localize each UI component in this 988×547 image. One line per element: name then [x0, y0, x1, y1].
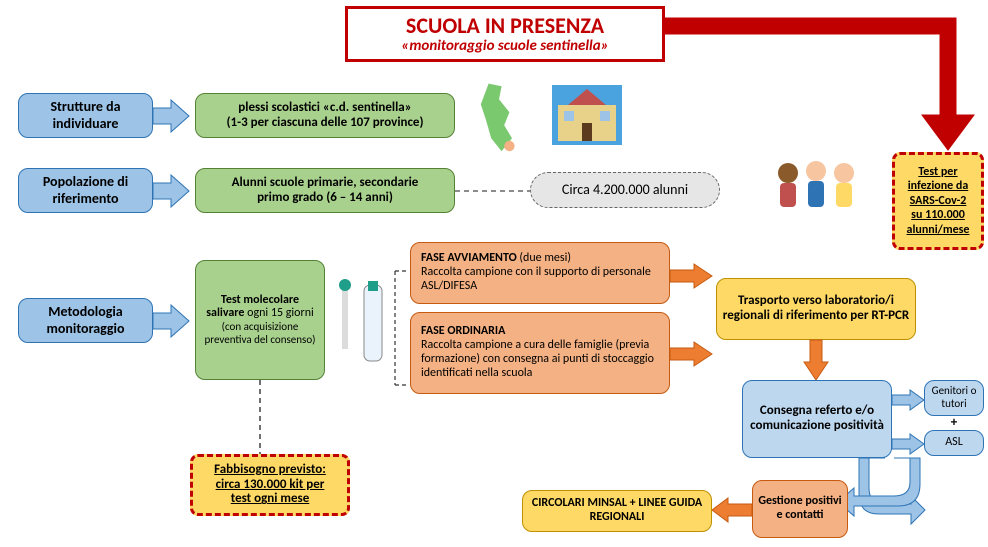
- lblue-asl-text: ASL: [945, 436, 963, 450]
- arrow-strutture: [153, 98, 193, 134]
- label-metodologia-text: Metodologia monitoraggio: [19, 304, 152, 336]
- arrow-gestione: [834, 458, 934, 516]
- arrow-consegna-gestione: [855, 458, 925, 518]
- lblue-consegna: Consegna referto e/o comunicazione posit…: [742, 380, 892, 458]
- fabbisogno-l1: Fabbisogno previsto:: [214, 463, 326, 478]
- yellow-target-test: Test per infezione da SARS-Cov-2 su 110.…: [892, 152, 984, 250]
- yellow-circolari-text: CIRCOLARI MINSAL + LINEE GUIDA REGIONALI: [527, 497, 707, 525]
- fabbisogno-l3: test ogni mese: [231, 492, 310, 507]
- green-test-l4: (con acquisizione preventiva del consens…: [202, 321, 318, 346]
- arrow-to-asl: [892, 434, 924, 454]
- children-group-icon: [768, 155, 864, 223]
- arrow-to-genitori: [892, 390, 924, 410]
- population-count-oval: Circa 4.200.000 alunni: [530, 172, 720, 208]
- fase2-title: FASE ORDINARIA: [421, 325, 505, 339]
- fase1-title-row: FASE AVVIAMENTO (due mesi): [421, 252, 571, 266]
- target-l4: su 110.000: [911, 208, 965, 222]
- lblue-genitori: Genitori o tutori: [924, 380, 984, 416]
- green-alunni: Alunni scuole primarie, secondarie primo…: [195, 168, 455, 213]
- arrow-metodologia: [153, 303, 193, 339]
- target-l1: Test per: [918, 165, 957, 179]
- title-sub: «monitoraggio scuole sentinella»: [401, 38, 608, 55]
- fase-ordinaria: FASE ORDINARIA Raccolta campione a cura …: [410, 312, 670, 394]
- lblue-genitori-text: Genitori o tutori: [925, 385, 983, 410]
- green-alunni-l2: primo grado (6 – 14 anni): [257, 191, 393, 206]
- school-building-icon: [552, 85, 622, 145]
- italy-map-icon: [468, 80, 530, 160]
- arrow-gestione-left: [712, 498, 752, 522]
- plus-sign: +: [944, 416, 964, 430]
- dash-line-fabbisogno: [258, 380, 262, 456]
- arrow-down-right-gestione: [836, 458, 936, 518]
- fabbisogno-l2: circa 130.000 kit per: [216, 478, 325, 493]
- peach-gestione: Gestione positivi e contatti: [752, 480, 848, 538]
- yellow-circolari: CIRCOLARI MINSAL + LINEE GUIDA REGIONALI: [522, 490, 712, 532]
- saliva-test-kit-icon: [330, 275, 390, 371]
- yellow-trasporto-text: Trasporto verso laboratorio/i regionali …: [721, 294, 911, 324]
- label-strutture-text: Strutture da individuare: [19, 99, 152, 131]
- label-popolazione-text: Popolazione di riferimento: [19, 174, 152, 206]
- target-l2: infezione da: [908, 179, 969, 193]
- title-main: SCUOLA IN PRESENZA: [406, 13, 604, 38]
- arrow-popolazione: [153, 173, 193, 209]
- green-plessi: plessi scolastici «c.d. sentinella» (1-3…: [195, 93, 455, 138]
- target-l5: alunni/mese: [907, 223, 970, 237]
- green-plessi-l1: plessi scolastici «c.d. sentinella»: [238, 101, 411, 116]
- green-plessi-l2: (1-3 per ciascuna delle 107 province): [226, 116, 423, 131]
- dash-line-pop: [455, 190, 535, 192]
- arrow-consegna-gestione2: [838, 458, 928, 518]
- arrow-fase2-right: [670, 342, 712, 366]
- yellow-trasporto: Trasporto verso laboratorio/i regionali …: [716, 278, 916, 340]
- green-test-l23: salivare ogni 15 giorni: [206, 307, 314, 321]
- target-l3: SARS-Cov-2: [910, 194, 967, 208]
- fase-avviamento: FASE AVVIAMENTO (due mesi) Raccolta camp…: [410, 242, 670, 304]
- fase2-body: Raccolta campione a cura delle famiglie …: [421, 339, 659, 380]
- arrow-trasporto-down: [804, 340, 828, 380]
- lblue-consegna-text: Consegna referto e/o comunicazione posit…: [747, 404, 887, 434]
- label-metodologia: Metodologia monitoraggio: [18, 298, 153, 343]
- arrow-fase1-right: [670, 264, 712, 288]
- green-alunni-l1: Alunni scuole primarie, secondarie: [232, 176, 419, 191]
- label-strutture: Strutture da individuare: [18, 93, 153, 138]
- yellow-fabbisogno: Fabbisogno previsto: circa 130.000 kit p…: [190, 454, 350, 516]
- label-popolazione: Popolazione di riferimento: [18, 168, 153, 213]
- peach-gestione-text: Gestione positivi e contatti: [755, 495, 845, 523]
- title-box: SCUOLA IN PRESENZA «monitoraggio scuole …: [345, 6, 665, 62]
- fase1-body: Raccolta campione con il supporto di per…: [421, 266, 659, 294]
- green-test-l1: Test molecolare: [221, 294, 299, 308]
- green-test: Test molecolare salivare ogni 15 giorni …: [195, 260, 325, 380]
- population-count-text: Circa 4.200.000 alunni: [562, 182, 688, 198]
- lblue-asl: ASL: [924, 430, 984, 456]
